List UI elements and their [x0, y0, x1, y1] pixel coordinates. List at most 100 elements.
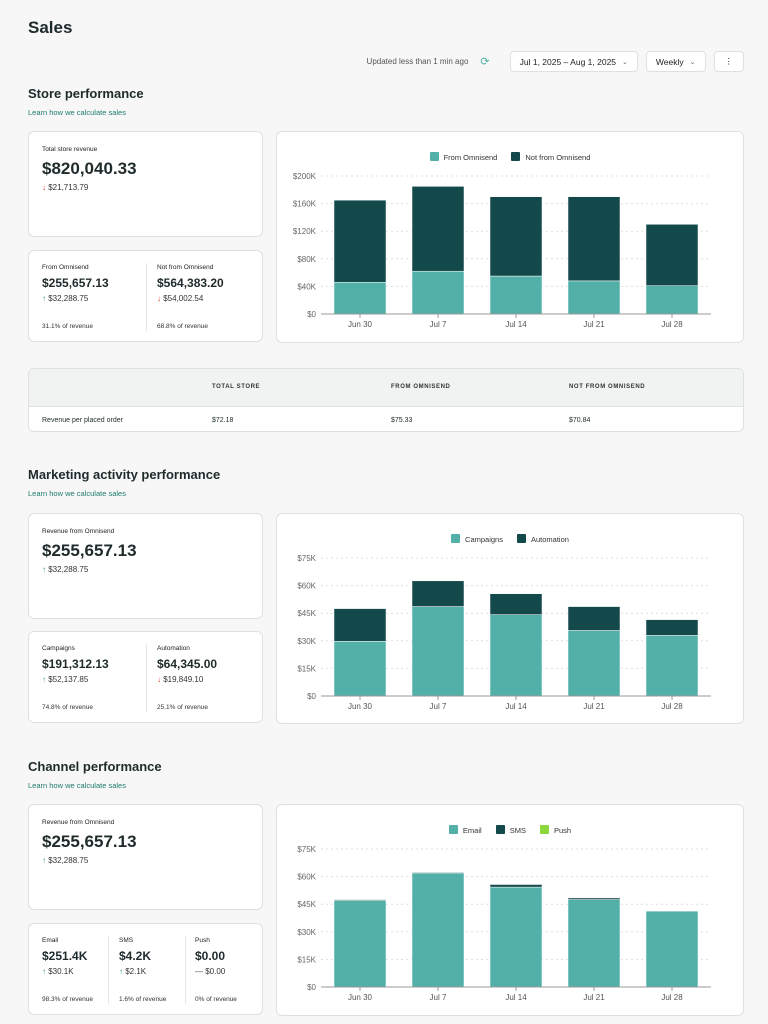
bar-segment[interactable] [489, 886, 543, 988]
arrow-up-icon: ↑ [119, 967, 123, 976]
metric-label: Revenue from Omnisend [42, 819, 115, 826]
x-tick-label: Jul 14 [505, 702, 527, 711]
metric-percent: 31.1% of revenue [42, 323, 93, 330]
channel-split-card: Email $251.4K ↑ $30.1K 98.3% of revenue … [28, 923, 263, 1015]
metric-percent: 0% of revenue [195, 996, 237, 1003]
revenue-per-order-table: TOTAL STORE FROM OMNISEND NOT FROM OMNIS… [28, 368, 744, 432]
refresh-icon[interactable]: ⟳ [480, 56, 490, 68]
arrow-down-icon: ↓ [157, 294, 161, 303]
bar-segment[interactable] [411, 872, 465, 988]
legend-checkbox-icon[interactable] [516, 534, 526, 543]
y-tick-label: $200K [293, 172, 317, 181]
bar-segment[interactable] [333, 282, 387, 315]
bar-segment[interactable] [489, 275, 543, 315]
bar-segment[interactable] [411, 186, 465, 272]
metric-value: $255,657.13 [42, 832, 137, 851]
metric-label: Automation [157, 645, 190, 652]
bar-segment[interactable] [645, 910, 699, 988]
legend-checkbox-icon[interactable] [451, 534, 461, 543]
bar-segment[interactable] [567, 897, 621, 900]
bar-segment[interactable] [411, 606, 465, 697]
y-tick-label: $40K [297, 282, 316, 291]
x-tick-label: Jul 28 [661, 320, 683, 329]
metric-label: Total store revenue [42, 146, 98, 153]
legend-label: Automation [530, 535, 569, 544]
y-tick-label: $30K [297, 637, 316, 646]
y-tick-label: $160K [293, 200, 317, 209]
metric-value: $191,312.13 [42, 657, 109, 671]
arrow-up-icon: ↑ [42, 675, 46, 684]
legend-checkbox-icon[interactable] [495, 825, 505, 834]
metric-percent: 74.8% of revenue [42, 704, 93, 711]
learn-link[interactable]: Learn how we calculate sales [28, 781, 126, 790]
x-tick-label: Jul 21 [583, 993, 605, 1002]
legend-checkbox-icon[interactable] [511, 152, 521, 161]
metric-value: $255,657.13 [42, 541, 137, 560]
metric-delta: $52,137.85 [48, 675, 89, 684]
x-tick-label: Jul 7 [430, 993, 447, 1002]
date-range-label: Jul 1, 2025 – Aug 1, 2025 [519, 56, 617, 67]
metric-delta: $30.1K [48, 967, 74, 976]
x-tick-label: Jul 21 [583, 702, 605, 711]
metric-percent: 25.1% of revenue [157, 704, 208, 711]
bar-segment[interactable] [645, 619, 699, 636]
y-tick-label: $60K [297, 873, 316, 882]
bar-segment[interactable] [411, 270, 465, 315]
metric-label: SMS [119, 937, 134, 944]
metric-delta: $21,713.79 [48, 183, 89, 192]
bar-segment[interactable] [567, 630, 621, 697]
legend-item[interactable]: Push [539, 825, 571, 835]
bar-segment[interactable] [567, 196, 621, 282]
metric-value: $64,345.00 [157, 657, 218, 671]
column-header: NOT FROM OMNISEND [569, 384, 646, 390]
learn-link[interactable]: Learn how we calculate sales [28, 489, 126, 498]
bar-segment[interactable] [567, 606, 621, 631]
metric-label: Revenue from Omnisend [42, 528, 115, 535]
more-options-button[interactable]: ⋮ [713, 51, 744, 72]
chart-plot: $0 $15K $30K $45K $60K $75K Jun 30 Jul 7 Jul 14 J… [297, 845, 711, 1002]
chart-plot: $0 $40K $80K $120K $160K $200K Jun 30 Jul 7 Jul … [293, 172, 711, 329]
y-tick-label: $75K [297, 554, 316, 563]
bar-segment[interactable] [645, 224, 699, 286]
bar-segment[interactable] [567, 899, 621, 988]
bar-segment[interactable] [567, 280, 621, 315]
divider [146, 644, 147, 712]
column-header: FROM OMNISEND [391, 384, 451, 390]
metric-label: Email [42, 937, 59, 944]
learn-link[interactable]: Learn how we calculate sales [28, 108, 126, 117]
legend-item[interactable]: Email [448, 825, 482, 835]
metric-value: $255,657.13 [42, 276, 109, 290]
date-range-picker[interactable]: Jul 1, 2025 – Aug 1, 2025 ⌄ [509, 51, 638, 72]
legend-item[interactable]: From Omnisend [429, 152, 498, 162]
bar-segment[interactable] [333, 608, 387, 642]
legend-label: From Omnisend [443, 153, 498, 162]
bar-segment[interactable] [333, 900, 387, 988]
bar-segment[interactable] [489, 884, 543, 888]
bar-segment[interactable] [411, 580, 465, 607]
y-tick-label: $75K [297, 845, 316, 854]
more-icon: ⋮ [724, 56, 734, 66]
bar-segment[interactable] [333, 641, 387, 697]
legend-checkbox-icon[interactable] [539, 825, 549, 834]
bar-segment[interactable] [411, 871, 465, 874]
granularity-select[interactable]: Weekly ⌄ [645, 51, 706, 72]
bar-segment[interactable] [645, 285, 699, 315]
bar-segment[interactable] [489, 196, 543, 277]
toolbar: Updated less than 1 min ago ⟳ Jul 1, 202… [367, 51, 744, 72]
bar-segment[interactable] [333, 199, 387, 283]
legend-label: Email [462, 826, 482, 835]
legend-item[interactable]: SMS [495, 825, 526, 835]
legend-item[interactable]: Campaigns [451, 534, 503, 544]
bar-segment[interactable] [333, 899, 387, 901]
metric-delta: $0.00 [205, 967, 226, 976]
metric-percent: 68.8% of revenue [157, 323, 208, 330]
bar-segment[interactable] [645, 635, 699, 697]
legend-item[interactable]: Automation [516, 534, 569, 544]
bar-segment[interactable] [489, 593, 543, 615]
arrow-up-icon: ↑ [42, 856, 46, 865]
legend-item[interactable]: Not from Omnisend [511, 152, 590, 162]
legend-checkbox-icon[interactable] [448, 825, 458, 834]
legend-checkbox-icon[interactable] [429, 152, 439, 161]
bar-segment[interactable] [489, 614, 543, 697]
divider [108, 936, 109, 1004]
